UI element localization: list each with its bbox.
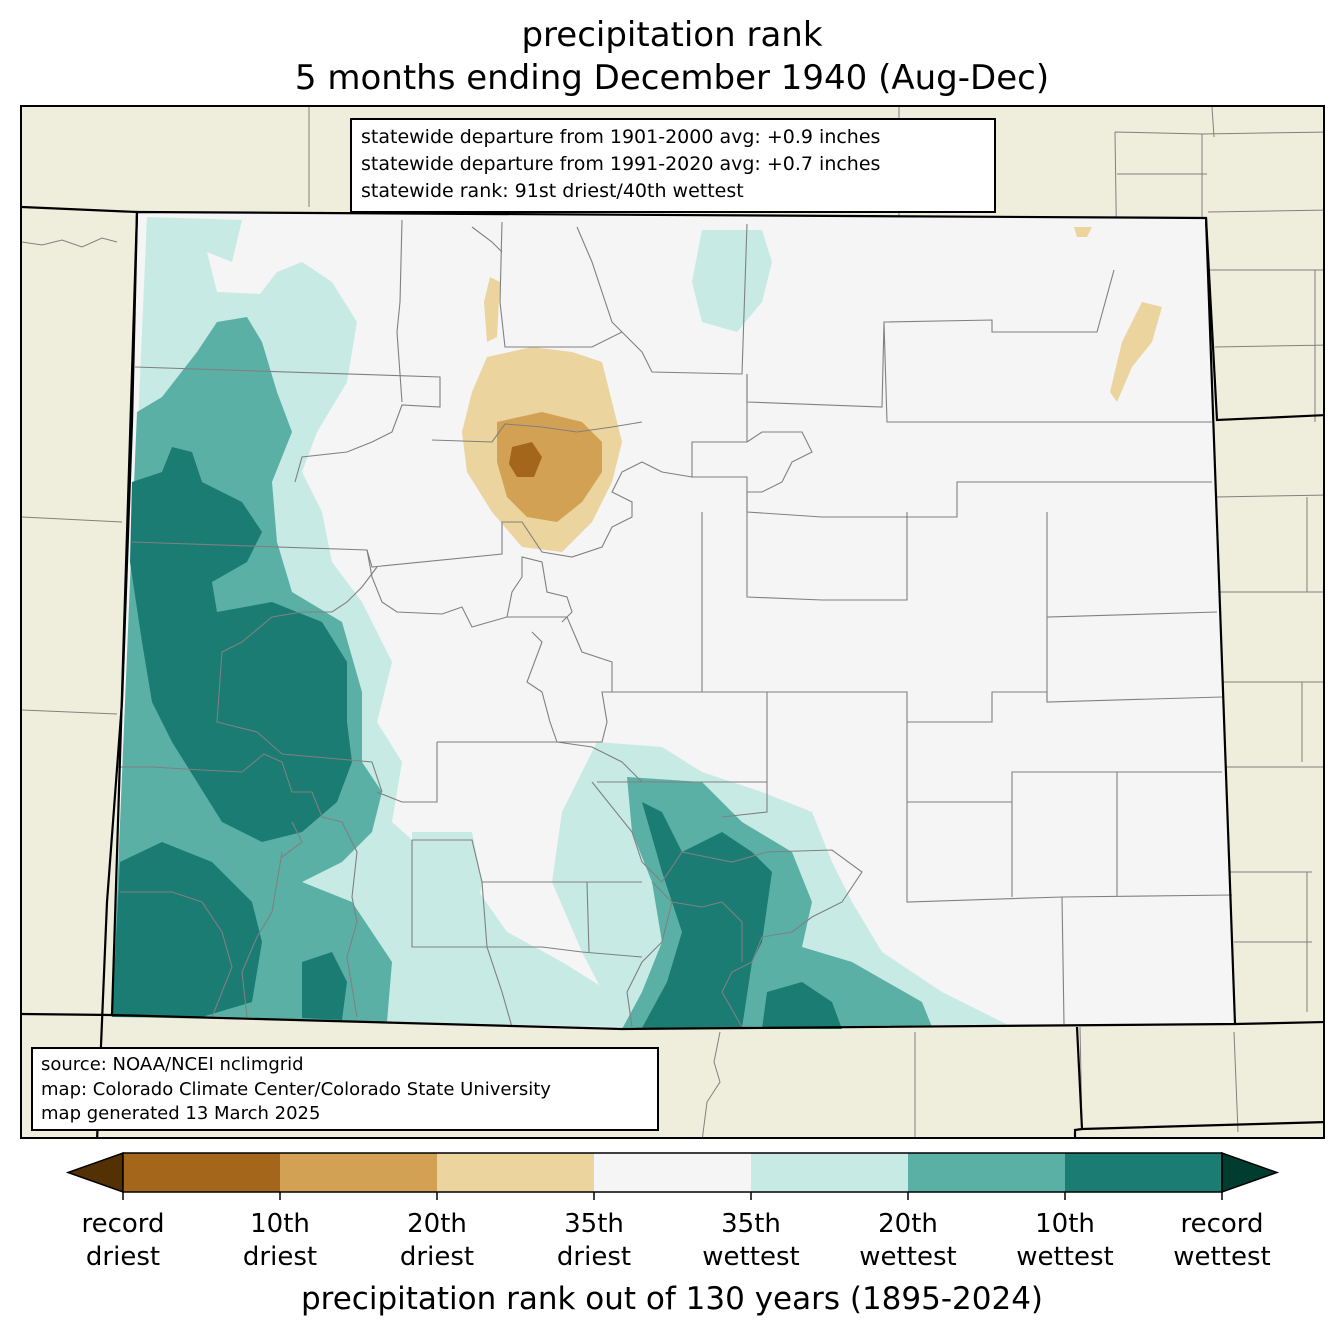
tick-label-line1: 35th	[564, 1209, 624, 1239]
map-panel	[20, 105, 1325, 1139]
map-credit-line: map: Colorado Climate Center/Colorado St…	[41, 1078, 551, 1100]
colorbar-tick-label: 10th driest	[210, 1208, 350, 1274]
tick-label-line2: driest	[242, 1242, 318, 1272]
tick-label-line2: wettest	[859, 1242, 957, 1272]
tick-label-line1: record	[81, 1209, 165, 1239]
stats-departure-1901-2000: statewide departure from 1901-2000 avg: …	[361, 126, 881, 148]
colorbar-outline	[122, 1152, 1223, 1193]
colorbar-tick-label: record wettest	[1152, 1208, 1292, 1274]
tick-label-line1: 35th	[721, 1209, 781, 1239]
rank-bin-10th-wettest	[1065, 1153, 1222, 1192]
tick-label-line1: 10th	[250, 1209, 310, 1239]
map-generated-line: map generated 13 March 2025	[41, 1103, 321, 1124]
county-boundaries	[117, 219, 1233, 1028]
rank-bin-10th-driest	[123, 1153, 280, 1192]
tick-label-line2: wettest	[1173, 1242, 1271, 1272]
colorbar-tick-label: 20th driest	[367, 1208, 507, 1274]
tick-label-line1: record	[1180, 1209, 1264, 1239]
neighbor-county-lines	[22, 107, 1323, 1137]
tick-label-line2: wettest	[1016, 1242, 1114, 1272]
colorbar-extend-record-wettest	[1221, 1151, 1280, 1194]
precipitation-rank-regions	[112, 217, 1162, 1029]
tick-label-line1: 20th	[407, 1209, 467, 1239]
colorado-map	[22, 107, 1323, 1137]
colorbar-extend-record-driest	[65, 1151, 124, 1194]
rank-bin-20th-wettest	[908, 1153, 1065, 1192]
source-credits-box: source: NOAA/NCEI nclimgrid map: Colorad…	[31, 1047, 659, 1131]
tick-label-line2: driest	[399, 1242, 475, 1272]
colorbar-tick-label: record driest	[53, 1208, 193, 1274]
tick-label-line2: wettest	[702, 1242, 800, 1272]
tick-label-line1: 20th	[878, 1209, 938, 1239]
source-line: source: NOAA/NCEI nclimgrid	[41, 1054, 304, 1075]
colorbar-tick-label: 10th wettest	[995, 1208, 1135, 1274]
colorbar	[65, 1151, 1280, 1200]
stats-statewide-rank: statewide rank: 91st driest/40th wettest	[361, 180, 744, 202]
state-borders	[22, 205, 1323, 1137]
tick-label-line2: driest	[85, 1242, 161, 1272]
statewide-stats-box: statewide departure from 1901-2000 avg: …	[350, 118, 996, 213]
colorbar-label: precipitation rank out of 130 years (189…	[300, 1281, 1044, 1317]
tick-label-line2: driest	[556, 1242, 632, 1272]
tick-label-line1: 10th	[1035, 1209, 1095, 1239]
rank-bin-neutral	[594, 1153, 751, 1192]
rank-bin-35th-wettest	[751, 1153, 908, 1192]
map-title-line1: precipitation rank	[521, 15, 823, 55]
colorbar-tick-label: 35th wettest	[681, 1208, 821, 1274]
colorbar-tick-label: 35th driest	[524, 1208, 664, 1274]
rank-bin-20th-driest	[280, 1153, 437, 1192]
stats-departure-1991-2020: statewide departure from 1991-2020 avg: …	[361, 153, 881, 175]
rank-bin-35th-driest	[437, 1153, 594, 1192]
map-title-line2: 5 months ending December 1940 (Aug-Dec)	[294, 58, 1050, 98]
colorbar-tick-label: 20th wettest	[838, 1208, 978, 1274]
